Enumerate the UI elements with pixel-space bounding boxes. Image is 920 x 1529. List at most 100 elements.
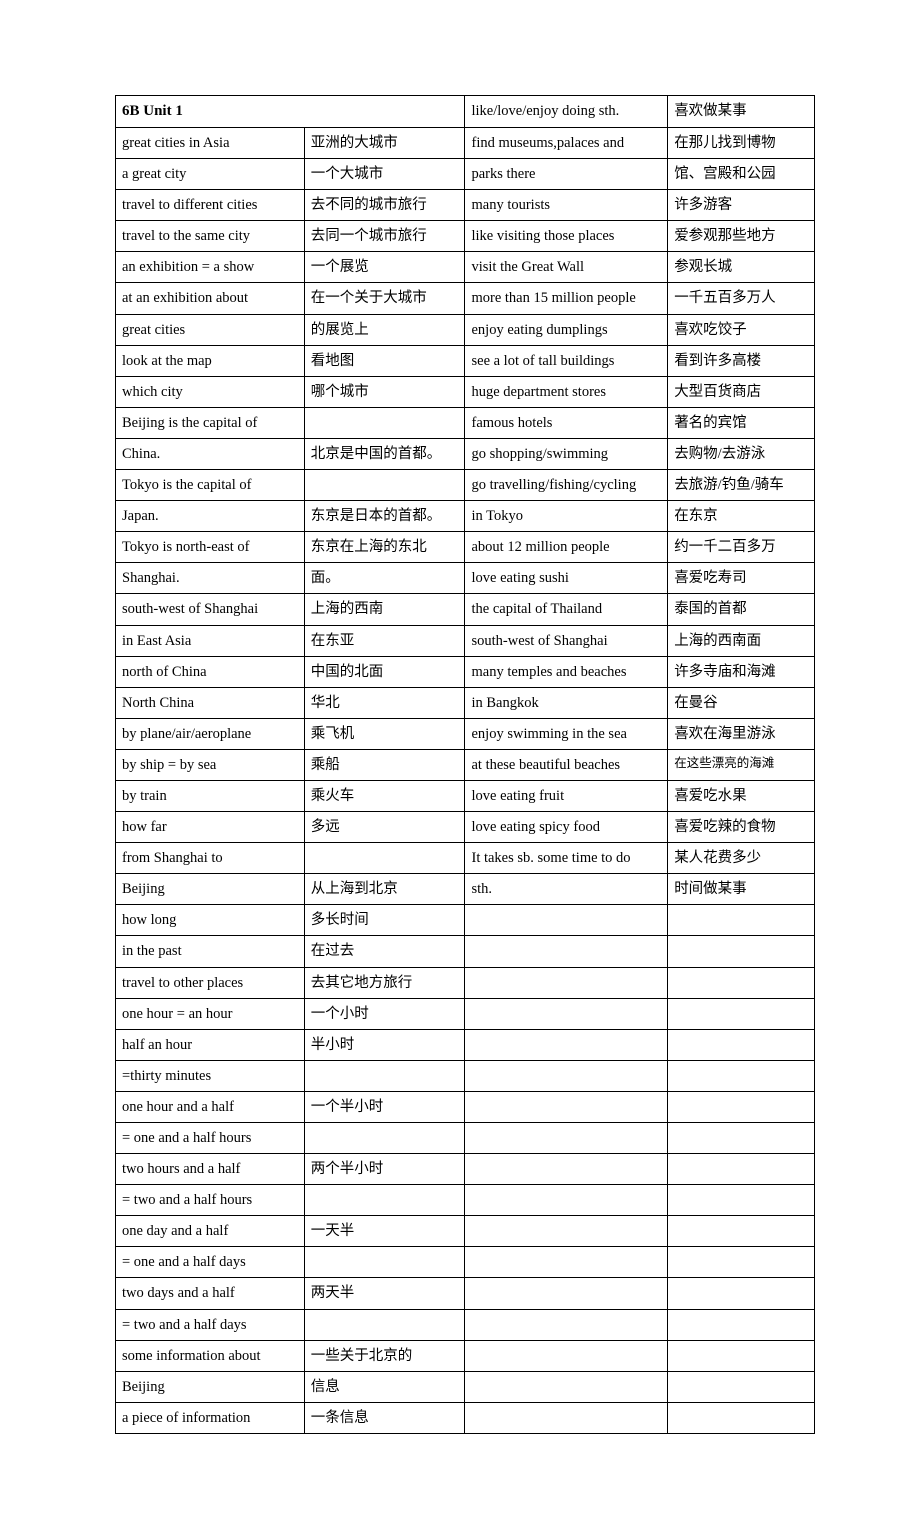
cell-chinese: 在曼谷 [668,687,815,718]
cell-english: an exhibition = a show [116,252,305,283]
cell-english: find museums,palaces and [465,128,668,159]
cell-chinese: 华北 [304,687,465,718]
cell-chinese: 许多游客 [668,190,815,221]
cell-chinese: 喜爱吃辣的食物 [668,812,815,843]
cell-chinese: 一天半 [304,1216,465,1247]
cell-chinese [304,407,465,438]
cell-english: parks there [465,159,668,190]
cell-chinese: 中国的北面 [304,656,465,687]
vocab-table: 6B Unit 1like/love/enjoy doing sth.喜欢做某事… [115,95,815,1434]
cell-chinese [668,1091,815,1122]
cell-chinese [304,1185,465,1216]
cell-english: = one and a half days [116,1247,305,1278]
cell-english: great cities in Asia [116,128,305,159]
cell-english: some information about [116,1340,305,1371]
cell-english: = one and a half hours [116,1123,305,1154]
cell-chinese: 从上海到北京 [304,874,465,905]
cell-chinese: 爱参观那些地方 [668,221,815,252]
cell-english: It takes sb. some time to do [465,843,668,874]
cell-english: like/love/enjoy doing sth. [465,96,668,128]
cell-chinese: 一些关于北京的 [304,1340,465,1371]
cell-english [465,1185,668,1216]
cell-chinese: 看地图 [304,345,465,376]
cell-chinese: 哪个城市 [304,376,465,407]
cell-chinese: 喜欢做某事 [668,96,815,128]
cell-chinese: 去旅游/钓鱼/骑车 [668,470,815,501]
cell-chinese [668,1402,815,1433]
cell-english: how far [116,812,305,843]
cell-chinese: 喜欢吃饺子 [668,314,815,345]
cell-chinese: 在东亚 [304,625,465,656]
cell-english: one day and a half [116,1216,305,1247]
cell-english [465,1216,668,1247]
cell-english: North China [116,687,305,718]
cell-english: in the past [116,936,305,967]
cell-english: by train [116,780,305,811]
cell-chinese [304,843,465,874]
cell-chinese: 著名的宾馆 [668,407,815,438]
cell-english: = two and a half hours [116,1185,305,1216]
cell-english: Beijing is the capital of [116,407,305,438]
cell-english [465,1278,668,1309]
cell-english: many temples and beaches [465,656,668,687]
cell-english: how long [116,905,305,936]
cell-english: travel to the same city [116,221,305,252]
cell-english: a great city [116,159,305,190]
cell-english: south-west of Shanghai [465,625,668,656]
cell-english: the capital of Thailand [465,594,668,625]
cell-chinese: 乘火车 [304,780,465,811]
cell-english: a piece of information [116,1402,305,1433]
cell-english [465,936,668,967]
cell-chinese [304,1309,465,1340]
cell-english: by plane/air/aeroplane [116,718,305,749]
cell-chinese [668,1309,815,1340]
cell-chinese: 多远 [304,812,465,843]
cell-english: love eating fruit [465,780,668,811]
cell-chinese: 去不同的城市旅行 [304,190,465,221]
cell-chinese [668,1247,815,1278]
cell-english: love eating sushi [465,563,668,594]
cell-english [465,1060,668,1091]
cell-chinese: 参观长城 [668,252,815,283]
cell-english: about 12 million people [465,532,668,563]
cell-english: one hour and a half [116,1091,305,1122]
cell-chinese: 的展览上 [304,314,465,345]
cell-chinese: 时间做某事 [668,874,815,905]
cell-chinese [668,1216,815,1247]
cell-chinese [668,1154,815,1185]
cell-chinese [304,1247,465,1278]
cell-english: Shanghai. [116,563,305,594]
cell-english: sth. [465,874,668,905]
cell-chinese: 亚洲的大城市 [304,128,465,159]
cell-english: Beijing [116,1371,305,1402]
cell-chinese: 多长时间 [304,905,465,936]
cell-english: go travelling/fishing/cycling [465,470,668,501]
cell-chinese [668,936,815,967]
cell-chinese: 乘飞机 [304,718,465,749]
cell-english: see a lot of tall buildings [465,345,668,376]
cell-english: two days and a half [116,1278,305,1309]
cell-english: half an hour [116,1029,305,1060]
cell-english: one hour = an hour [116,998,305,1029]
cell-english: great cities [116,314,305,345]
cell-chinese: 上海的西南面 [668,625,815,656]
cell-english: more than 15 million people [465,283,668,314]
cell-chinese [668,905,815,936]
cell-chinese [668,1340,815,1371]
cell-english [465,1340,668,1371]
cell-chinese: 许多寺庙和海滩 [668,656,815,687]
cell-chinese: 信息 [304,1371,465,1402]
cell-english: from Shanghai to [116,843,305,874]
cell-english: north of China [116,656,305,687]
cell-chinese: 面。 [304,563,465,594]
cell-chinese: 两个半小时 [304,1154,465,1185]
cell-english: visit the Great Wall [465,252,668,283]
cell-chinese: 去同一个城市旅行 [304,221,465,252]
cell-chinese [668,998,815,1029]
cell-chinese: 两天半 [304,1278,465,1309]
cell-chinese: 在过去 [304,936,465,967]
cell-chinese: 馆、宫殿和公园 [668,159,815,190]
cell-chinese: 在一个关于大城市 [304,283,465,314]
cell-chinese: 看到许多高楼 [668,345,815,376]
cell-english: Tokyo is the capital of [116,470,305,501]
